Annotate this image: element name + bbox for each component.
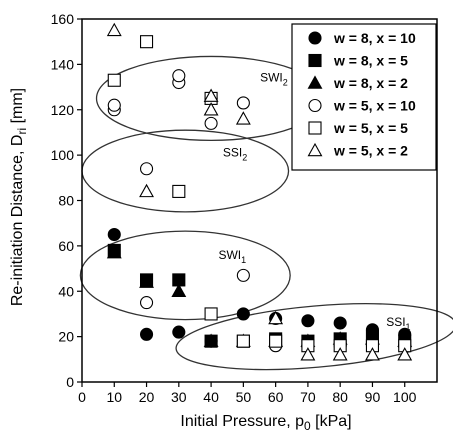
x-tick-label: 30 <box>171 389 187 405</box>
data-point <box>235 111 251 125</box>
data-point <box>172 184 186 198</box>
region-ellipses: SWI2 SSI2 SWI1 SSI1 <box>79 55 453 371</box>
region-label: SWI1 <box>218 248 246 265</box>
data-point <box>203 88 219 102</box>
y-tick-label: 60 <box>58 238 74 254</box>
data-point <box>139 327 154 341</box>
data-point <box>332 347 348 361</box>
x-tick-label: 20 <box>139 389 155 405</box>
x-tick-label: 60 <box>268 389 284 405</box>
legend-marker <box>308 53 322 68</box>
y-tick-label: 120 <box>51 102 75 118</box>
data-point <box>203 333 219 347</box>
y-tick-label: 80 <box>58 193 74 209</box>
x-tick-label: 90 <box>365 389 381 405</box>
data-point <box>203 102 219 116</box>
data-point <box>300 347 316 361</box>
data-point <box>107 227 121 242</box>
x-axis: 0 10 20 30 40 50 60 70 80 90 100 <box>78 382 417 405</box>
legend-marker <box>307 75 323 89</box>
region-ellipse <box>81 129 290 213</box>
legend-marker <box>308 121 322 135</box>
data-point <box>204 307 218 321</box>
legend-marker <box>308 98 322 113</box>
data-point <box>107 98 121 112</box>
data-point <box>139 183 154 198</box>
y-axis: 0 20 40 60 80 100 120 140 160 <box>51 11 82 390</box>
y-axis-title: Re-initiation Distance, Dri [mm] <box>9 88 29 306</box>
data-point <box>269 334 283 348</box>
region-ellipse <box>175 303 453 371</box>
series-group <box>106 22 413 361</box>
data-point <box>268 310 284 325</box>
data-point <box>236 96 250 110</box>
y-tick-label: 0 <box>66 374 74 390</box>
data-point <box>139 274 154 288</box>
series-group <box>106 245 413 347</box>
data-point <box>236 334 250 348</box>
legend-label: w = 8, x = 10 <box>333 30 416 46</box>
x-axis-title: Initial Pressure, p0 [kPa] <box>180 413 351 432</box>
legend-label: w = 5, x = 10 <box>333 98 416 114</box>
data-point <box>397 347 413 361</box>
data-point <box>106 22 122 37</box>
data-point <box>333 316 347 330</box>
legend-label: w = 5, x = 2 <box>333 143 408 159</box>
y-tick-label: 140 <box>51 56 75 72</box>
y-tick-label: 20 <box>58 329 74 345</box>
data-point <box>172 325 186 339</box>
x-tick-label: 10 <box>106 389 122 405</box>
y-tick-label: 40 <box>58 283 74 299</box>
y-tick-label: 160 <box>51 11 75 27</box>
data-point <box>301 314 315 328</box>
legend-marker <box>307 142 323 157</box>
data-point <box>204 116 218 130</box>
legend: w = 8, x = 10 w = 8, x = 5 w = 8, x = 2 w =… <box>291 23 437 171</box>
x-tick-label: 40 <box>203 389 219 405</box>
data-point <box>139 162 154 176</box>
legend-label: w = 8, x = 2 <box>333 75 408 91</box>
legend-label: w = 8, x = 5 <box>333 53 408 69</box>
legend-marker <box>308 31 322 45</box>
x-tick-label: 50 <box>236 389 252 405</box>
data-point <box>106 245 122 259</box>
data-point <box>236 268 250 282</box>
region-label: SWI2 <box>260 70 288 87</box>
y-tick-label: 100 <box>51 147 75 163</box>
x-tick-label: 80 <box>332 389 348 405</box>
x-tick-label: 100 <box>393 389 417 405</box>
region-ellipse <box>79 230 291 321</box>
x-tick-label: 0 <box>78 389 86 405</box>
legend-label: w = 5, x = 5 <box>333 120 408 136</box>
data-point <box>236 307 250 321</box>
data-points <box>106 22 413 361</box>
data-point <box>365 347 380 361</box>
data-point <box>171 283 187 298</box>
data-point <box>172 69 186 83</box>
data-point <box>139 35 154 49</box>
series-group <box>107 243 412 348</box>
data-point <box>139 296 154 310</box>
data-point <box>107 73 121 87</box>
x-tick-label: 70 <box>300 389 316 405</box>
region-label: SSI1 <box>386 315 410 332</box>
region-label: SSI2 <box>223 146 247 163</box>
